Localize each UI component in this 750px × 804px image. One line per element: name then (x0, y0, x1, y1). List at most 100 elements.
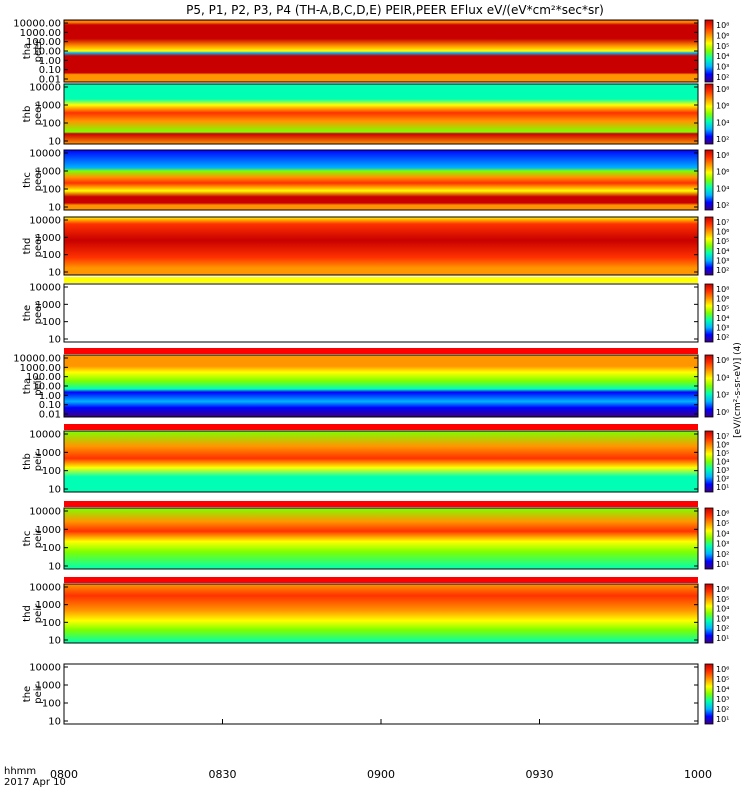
colorbar-tick-label: 10⁶ (716, 295, 729, 304)
colorbar-unit-label: [eV/(cm²-s-sr-eV)] (4) (733, 342, 743, 438)
y-tick-label: 1.00 (39, 391, 61, 402)
y-tick-label: 10 (48, 137, 61, 148)
probe-label: tha (22, 378, 33, 394)
panel-thc-peer: 10000 1000 100 10 thc peer 10⁸ 10⁶ 10⁴ 10² (22, 149, 729, 214)
x-tick-label: 0830 (209, 768, 237, 781)
panel-frame (63, 663, 699, 725)
panel-status-band (64, 577, 698, 583)
colorbar-tick-label: 10⁴ (716, 314, 729, 323)
colorbar (704, 149, 714, 211)
panel-frame (63, 149, 699, 211)
colorbar-tick-label: 10⁸ (716, 85, 729, 94)
colorbar-tick-label: 10² (716, 201, 729, 210)
time-axis: 0800 0830 0900 0930 1000 (50, 719, 712, 781)
y-tick-label: 100 (42, 618, 61, 629)
colorbar-tick-label: 10⁷ (716, 432, 729, 441)
panels: 10000.001000.00100.0010.001.000.100.01th… (13, 19, 729, 728)
panel-status-band (64, 501, 698, 507)
colorbar-tick-label: 10⁴ (716, 247, 729, 256)
figure-title: P5, P1, P2, P3, P4 (TH-A,B,C,D,E) PEIR,P… (186, 3, 604, 17)
colorbar-tick-label: 10² (716, 705, 729, 714)
probe-label: the (22, 686, 33, 702)
colorbar-tick-label: 10² (716, 391, 729, 400)
spectrogram-image (64, 355, 698, 417)
y-tick-label: 100.00 (26, 37, 61, 48)
y-tick-label: 10000 (29, 507, 61, 518)
y-tick-label: 100 (42, 699, 61, 710)
colorbar (704, 583, 714, 644)
colorbar-tick-label: 10³ (716, 256, 729, 265)
y-tick-label: 10000 (29, 216, 61, 227)
panel-frame (63, 83, 699, 145)
colorbar-tick-label: 10³ (716, 323, 729, 332)
panel-frame (63, 507, 699, 570)
colorbar-tick-label: 10³ (716, 63, 729, 72)
colorbar (704, 507, 714, 570)
y-tick-label: 10 (48, 717, 61, 728)
x-tick-label: 1000 (684, 768, 712, 781)
y-tick-label: 10000 (29, 663, 61, 674)
colorbar-tick-label: 10¹ (716, 483, 729, 492)
spectrogram-image (64, 508, 698, 569)
colorbar-tick-label: 10⁵ (716, 595, 729, 604)
y-tick-label: 0.10 (39, 65, 61, 76)
colorbar-tick-label: 10⁰ (716, 408, 729, 417)
y-tick-label: 100 (42, 317, 61, 328)
y-tick-label: 10.00 (32, 47, 61, 58)
colorbar-tick-label: 10⁵ (716, 304, 729, 313)
colorbar (704, 283, 714, 343)
y-tick-label: 0.01 (39, 410, 61, 421)
colorbar-tick-label: 10⁶ (716, 585, 729, 594)
panel-thb-peir: 10000 1000 100 10 thb peir 10⁷10⁶10⁵10⁴10³10²1… (22, 424, 729, 496)
x-tick-label: 0930 (526, 768, 554, 781)
y-tick-label: 10.00 (32, 382, 61, 393)
y-tick-label: 1000 (36, 300, 61, 311)
colorbar-tick-label: 10⁴ (716, 373, 729, 382)
colorbar-tick-label: 10⁵ (716, 42, 729, 51)
y-tick-label: 1000 (36, 525, 61, 536)
colorbar-tick-label: 10⁴ (716, 458, 729, 467)
colorbar (704, 430, 714, 493)
species-label: peir (33, 683, 44, 703)
spectrogram-image (64, 431, 698, 492)
colorbar-tick-label: 10⁶ (716, 665, 729, 674)
y-tick-label: 10 (48, 636, 61, 647)
y-tick-label: 10000 (29, 430, 61, 441)
species-label: peer (33, 39, 44, 63)
colorbar-tick-label: 10² (716, 333, 729, 342)
colorbar-tick-label: 10⁶ (716, 228, 729, 237)
x-tick-label: 0900 (367, 768, 395, 781)
probe-label: thb (22, 106, 33, 123)
y-tick-label: 10 (48, 562, 61, 573)
probe-label: thd (22, 605, 33, 622)
species-label: peir (33, 451, 44, 471)
colorbar-tick-label: 10⁶ (716, 168, 729, 177)
panel-frame (63, 283, 699, 343)
probe-label: thd (22, 238, 33, 255)
panel-status-band (64, 348, 698, 354)
x-tick-label: 0800 (50, 768, 78, 781)
colorbar-tick-label: 10² (716, 266, 729, 275)
species-label: peer (33, 234, 44, 258)
spectrogram-image (64, 20, 698, 82)
probe-label: the (22, 305, 33, 321)
species-label: peer (33, 102, 44, 126)
colorbar-tick-label: 10⁵ (716, 675, 729, 684)
spectrogram-image (64, 217, 698, 275)
colorbar-tick-label: 10⁴ (716, 118, 729, 127)
date-label: 2017 Apr 10 (4, 777, 66, 788)
y-tick-label: 100 (42, 466, 61, 477)
probe-label: thc (22, 172, 33, 188)
y-tick-label: 100 (42, 185, 61, 196)
colorbar-tick-label: 10² (716, 73, 729, 82)
colorbar-tick-label: 10⁴ (716, 685, 729, 694)
colorbar-tick-label: 10² (716, 475, 729, 484)
y-tick-label: 0.10 (39, 400, 61, 411)
species-label: peir (33, 603, 44, 623)
colorbar-tick-label: 10⁸ (716, 285, 729, 294)
